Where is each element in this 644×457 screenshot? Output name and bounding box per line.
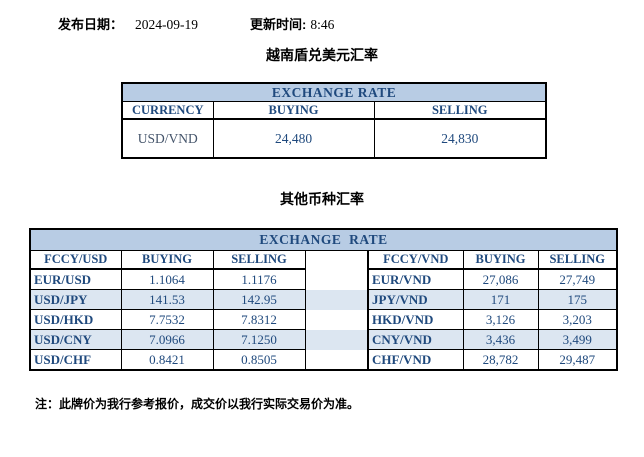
col-header-selling-left: SELLING: [212, 250, 306, 270]
selling-rate-cell: 175: [537, 289, 618, 310]
table-row: USD/CNY 7.0966 7.1250 CNY/VND 3,436 3,49…: [29, 329, 618, 350]
buying-rate-cell: 3,436: [462, 329, 539, 350]
currency-pair-cell: HKD/VND: [367, 309, 464, 330]
currency-pair-cell: JPY/VND: [367, 289, 464, 310]
buying-rate-cell: 3,126: [462, 309, 539, 330]
buying-rate-cell: 1.1064: [120, 269, 214, 290]
selling-rate-cell: 29,487: [537, 349, 618, 371]
update-time-value: 8:46: [310, 17, 335, 32]
buying-rate-cell: 28,782: [462, 349, 539, 371]
separator-cell: [304, 329, 369, 350]
buying-rate-cell: 7.0966: [120, 329, 214, 350]
selling-rate-cell: 7.1250: [212, 329, 306, 350]
usd-table-header: EXCHANGE RATE: [121, 82, 547, 102]
selling-rate-cell: 1.1176: [212, 269, 306, 290]
col-header-buying-left: BUYING: [120, 250, 214, 270]
buying-rate-cell: 0.8421: [120, 349, 214, 371]
buying-rate-cell: 7.7532: [120, 309, 214, 330]
currency-pair-cell: EUR/VND: [367, 269, 464, 290]
meta-line: 发布日期： 2024-09-19 更新时间: 8:46: [58, 14, 334, 33]
table-row: USD/JPY 141.53 142.95 JPY/VND 171 175: [29, 289, 618, 310]
col-header-selling: SELLING: [373, 101, 547, 120]
currency-pair-cell: USD/JPY: [29, 289, 122, 310]
separator-cell: [304, 250, 369, 269]
selling-rate-cell: 3,203: [537, 309, 618, 330]
update-time-label: 更新时间:: [250, 17, 307, 32]
currency-pair-cell: USD/VND: [121, 118, 214, 159]
currency-pair-cell: EUR/USD: [29, 269, 122, 290]
table-row: EUR/USD 1.1064 1.1176 EUR/VND 27,086 27,…: [29, 269, 618, 290]
separator-cell: [304, 309, 369, 330]
col-header-buying-right: BUYING: [462, 250, 539, 270]
other-table-title: 其他币种汇率: [280, 191, 364, 207]
separator-cell: [304, 349, 369, 370]
currency-pair-cell: USD/CNY: [29, 329, 122, 350]
selling-rate-cell: 142.95: [212, 289, 306, 310]
col-header-fccy-usd: FCCY/USD: [29, 250, 122, 270]
currency-pair-cell: USD/HKD: [29, 309, 122, 330]
usd-table-title: 越南盾兑美元汇率: [266, 47, 378, 63]
col-header-fccy-vnd: FCCY/VND: [367, 250, 464, 270]
buying-rate-cell: 171: [462, 289, 539, 310]
selling-rate-cell: 7.8312: [212, 309, 306, 330]
separator-cell: [304, 269, 369, 290]
currency-pair-cell: USD/CHF: [29, 349, 122, 371]
currency-pair-cell: CNY/VND: [367, 329, 464, 350]
buying-rate-cell: 27,086: [462, 269, 539, 290]
col-header-buying: BUYING: [212, 101, 375, 120]
buying-rate-cell: 141.53: [120, 289, 214, 310]
table-row: USD/HKD 7.7532 7.8312 HKD/VND 3,126 3,20…: [29, 309, 618, 330]
other-currencies-rate-table: EXCHANGE RATE FCCY/USD BUYING SELLING FC…: [29, 228, 618, 371]
selling-rate-cell: 0.8505: [212, 349, 306, 371]
currency-pair-cell: CHF/VND: [367, 349, 464, 371]
disclaimer-note: 注：此牌价为我行参考报价，成交价以我行实际交易价为准。: [35, 397, 360, 411]
separator-cell: [304, 289, 369, 310]
col-header-selling-right: SELLING: [537, 250, 618, 270]
col-header-currency: CURRENCY: [121, 101, 214, 120]
publish-date-value: 2024-09-19: [135, 17, 199, 32]
selling-rate-cell: 24,830: [373, 118, 547, 159]
table-row: USD/VND 24,480 24,830: [121, 118, 547, 159]
selling-rate-cell: 27,749: [537, 269, 618, 290]
other-table-header: EXCHANGE RATE: [29, 228, 618, 251]
usd-vnd-rate-table: EXCHANGE RATE CURRENCY BUYING SELLING US…: [121, 82, 548, 159]
selling-rate-cell: 3,499: [537, 329, 618, 350]
publish-date-label: 发布日期：: [58, 17, 124, 32]
buying-rate-cell: 24,480: [212, 118, 375, 159]
table-row: USD/CHF 0.8421 0.8505 CHF/VND 28,782 29,…: [29, 349, 618, 371]
